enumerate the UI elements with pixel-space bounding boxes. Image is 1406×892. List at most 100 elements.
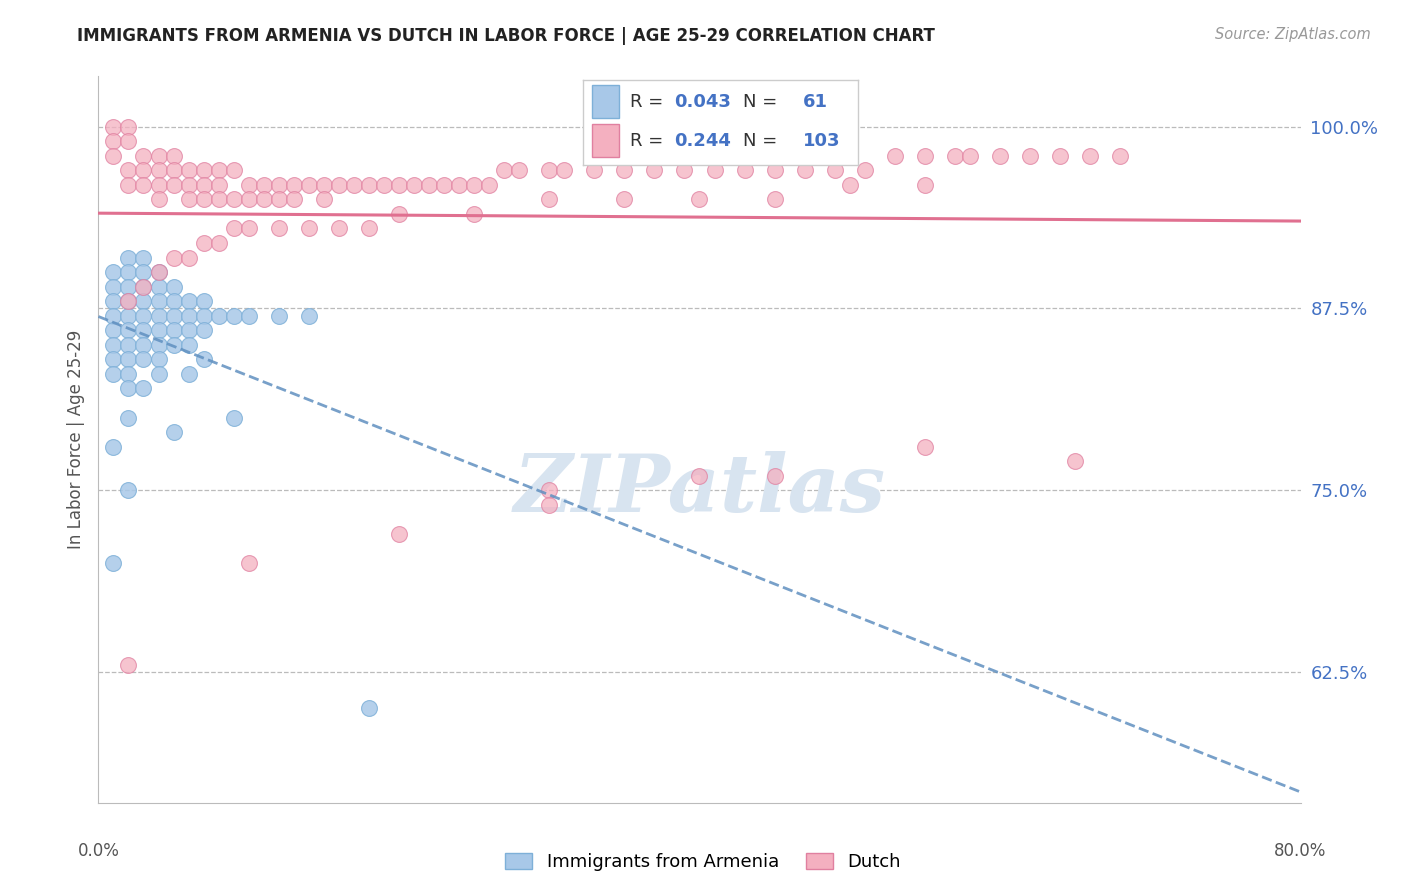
Point: [132, 309, 155, 323]
Y-axis label: In Labor Force | Age 25-29: In Labor Force | Age 25-29: [66, 330, 84, 549]
Point: [193, 352, 215, 367]
Text: 80.0%: 80.0%: [1274, 842, 1327, 860]
Point: [117, 367, 139, 381]
Point: [103, 120, 125, 134]
Point: [177, 338, 200, 352]
Point: [117, 178, 139, 192]
Point: [914, 149, 936, 163]
Point: [103, 440, 125, 454]
Point: [343, 178, 366, 192]
Point: [117, 352, 139, 367]
Point: [148, 294, 170, 309]
Point: [148, 265, 170, 279]
Text: 0.0%: 0.0%: [77, 842, 120, 860]
Point: [177, 193, 200, 207]
Point: [463, 178, 485, 192]
Text: 0.043: 0.043: [673, 94, 731, 112]
Text: 103: 103: [803, 132, 841, 150]
Text: IMMIGRANTS FROM ARMENIA VS DUTCH IN LABOR FORCE | AGE 25-29 CORRELATION CHART: IMMIGRANTS FROM ARMENIA VS DUTCH IN LABO…: [77, 27, 935, 45]
Point: [132, 265, 155, 279]
Point: [103, 556, 125, 570]
Point: [193, 323, 215, 337]
Point: [162, 251, 184, 265]
Text: N =: N =: [742, 94, 783, 112]
Point: [117, 163, 139, 178]
Point: [103, 309, 125, 323]
Point: [373, 178, 395, 192]
Point: [132, 163, 155, 178]
Point: [132, 149, 155, 163]
Point: [402, 178, 425, 192]
Point: [103, 352, 125, 367]
Text: Source: ZipAtlas.com: Source: ZipAtlas.com: [1215, 27, 1371, 42]
Point: [1109, 149, 1132, 163]
Text: R =: R =: [630, 94, 669, 112]
Point: [162, 178, 184, 192]
Point: [1064, 454, 1087, 468]
Point: [357, 178, 380, 192]
Point: [673, 163, 696, 178]
Point: [117, 294, 139, 309]
Point: [253, 178, 276, 192]
Point: [553, 163, 575, 178]
Point: [357, 701, 380, 715]
Point: [148, 309, 170, 323]
Point: [914, 178, 936, 192]
Point: [162, 279, 184, 293]
Point: [763, 193, 786, 207]
Point: [103, 265, 125, 279]
Point: [148, 163, 170, 178]
Point: [688, 468, 710, 483]
Point: [283, 178, 305, 192]
Point: [583, 163, 606, 178]
Point: [117, 251, 139, 265]
Point: [238, 556, 260, 570]
Point: [103, 367, 125, 381]
Bar: [592, 124, 619, 157]
Point: [103, 323, 125, 337]
Point: [117, 294, 139, 309]
Point: [253, 193, 276, 207]
Point: [148, 338, 170, 352]
Point: [988, 149, 1011, 163]
Point: [132, 178, 155, 192]
Point: [132, 323, 155, 337]
Point: [222, 193, 245, 207]
Point: [238, 178, 260, 192]
Point: [148, 367, 170, 381]
Text: 61: 61: [803, 94, 828, 112]
Point: [222, 309, 245, 323]
Point: [298, 309, 321, 323]
Point: [177, 309, 200, 323]
Point: [538, 163, 561, 178]
Point: [132, 381, 155, 395]
Point: [103, 279, 125, 293]
Point: [538, 483, 561, 498]
Text: ZIPatlas: ZIPatlas: [513, 451, 886, 529]
Point: [148, 352, 170, 367]
Point: [238, 309, 260, 323]
Point: [177, 178, 200, 192]
Point: [148, 149, 170, 163]
Point: [177, 163, 200, 178]
Point: [117, 483, 139, 498]
Point: [357, 221, 380, 235]
Point: [208, 309, 231, 323]
Point: [132, 294, 155, 309]
Point: [103, 338, 125, 352]
Point: [148, 193, 170, 207]
Point: [763, 163, 786, 178]
Point: [132, 338, 155, 352]
Point: [328, 221, 350, 235]
Point: [117, 309, 139, 323]
Point: [943, 149, 966, 163]
Point: [148, 279, 170, 293]
Point: [298, 221, 321, 235]
Point: [117, 410, 139, 425]
Point: [208, 163, 231, 178]
Text: R =: R =: [630, 132, 669, 150]
Point: [117, 134, 139, 148]
Point: [688, 193, 710, 207]
Point: [238, 193, 260, 207]
Point: [418, 178, 440, 192]
